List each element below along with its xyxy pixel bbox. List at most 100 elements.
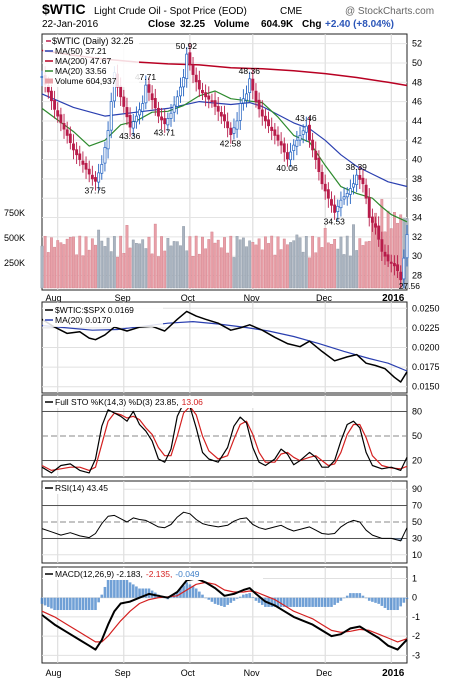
panel-4-frame [41, 566, 408, 664]
volume-bar [235, 236, 239, 289]
macd-histogram-bar [257, 597, 261, 603]
symbol: $WTIC [42, 1, 86, 17]
candle-body [326, 189, 330, 199]
candle-body [389, 261, 393, 264]
candle-body [386, 254, 390, 262]
macd-histogram-bar [59, 597, 63, 611]
panel-tick-label: 80 [412, 406, 422, 416]
volume-bar [257, 238, 261, 289]
macd-histogram-bar [213, 597, 217, 604]
candle-body [276, 134, 280, 141]
macd-histogram-bar [367, 597, 371, 601]
macd-histogram-bar [292, 597, 296, 607]
x-axis-label-top: Oct [181, 293, 196, 303]
price-annotation: 42.58 [220, 139, 242, 149]
candle-body [229, 127, 233, 136]
volume-bar [358, 238, 362, 289]
price-tick-label: 28 [412, 271, 422, 281]
candle-body [106, 130, 110, 150]
volume-bar [160, 236, 163, 289]
candle-body [163, 118, 167, 125]
panel-tick-label: 0.0250 [412, 303, 440, 313]
macd-histogram-bar [374, 597, 377, 603]
volume-bar [150, 253, 154, 289]
candle-body [396, 264, 400, 272]
panel-tick-label: 0 [412, 593, 417, 603]
candle-body [191, 64, 195, 75]
macd-histogram-bar [260, 597, 264, 605]
candle-body [49, 90, 53, 102]
quote-date: 22-Jan-2016 [42, 19, 99, 30]
macd-histogram-bar [50, 597, 53, 609]
candle-body [279, 141, 283, 146]
volume-bar [279, 249, 283, 289]
candle-body [56, 110, 60, 117]
candle-body [138, 109, 141, 116]
volume-bar [226, 252, 230, 289]
volume-bar [270, 235, 274, 289]
volume-bar [125, 225, 129, 289]
panel-tick-label: 0.0150 [412, 382, 440, 392]
volume-bar [248, 240, 252, 289]
macd-histogram-bar [345, 595, 349, 598]
candle-body [94, 177, 97, 182]
candle-body [59, 114, 63, 124]
volume-bar [50, 237, 53, 289]
candle-body [175, 96, 179, 107]
volume-bar [72, 236, 75, 289]
volume-bar [75, 254, 79, 289]
price-tick-label: 30 [412, 251, 422, 261]
candle-body [235, 120, 239, 130]
candle-body [122, 96, 126, 107]
macd-histogram-bar [361, 595, 365, 598]
candle-body [402, 257, 406, 280]
panel-tick-label: 0.0200 [412, 343, 440, 353]
candle-body [405, 234, 409, 259]
macd-histogram-bar [314, 597, 318, 607]
legend-entry: MA(20) 0.0170 [55, 315, 111, 325]
macd-legend-bg [43, 568, 263, 580]
macd-histogram-bar [371, 597, 374, 602]
candle-body [84, 163, 88, 170]
price-tick-label: 50 [412, 58, 422, 68]
macd-histogram-bar [78, 597, 82, 611]
macd-histogram-bar [62, 597, 66, 611]
macd-histogram-bar [141, 588, 144, 598]
panel-tick-label: 90 [412, 484, 422, 494]
volume-bar [53, 246, 56, 289]
candle-body [292, 144, 296, 151]
volume-bar [147, 236, 151, 289]
candle-body [150, 93, 154, 101]
candle-body [342, 196, 346, 200]
volume-bar [116, 256, 119, 289]
volume-bar [361, 245, 365, 289]
candle-body [188, 52, 192, 65]
volume-bar [308, 257, 311, 289]
macd-histogram-bar [358, 593, 362, 598]
volume-bar [59, 242, 63, 289]
macd-histogram-bar [223, 597, 226, 607]
price-tick-label: 34 [412, 213, 422, 223]
candle-body [304, 125, 308, 133]
macd-histogram-bar [116, 570, 119, 598]
panel-tick-label: 30 [412, 533, 422, 543]
candle-body [109, 101, 113, 131]
x-axis-label-bottom: 2016 [382, 668, 405, 679]
price-legend-bg [43, 35, 139, 87]
price-annotation: 48.36 [239, 66, 261, 76]
candle-body [370, 216, 374, 223]
candle-body [336, 205, 340, 212]
volume-bar [320, 247, 324, 289]
x-axis-label-bottom: Aug [45, 668, 61, 678]
candle-body [260, 109, 264, 117]
macd-histogram-bar [289, 597, 292, 607]
candle-body [156, 107, 160, 117]
volume-bar [213, 242, 217, 289]
macd-histogram-bar [405, 597, 409, 600]
price-annotation: 47.71 [135, 72, 157, 82]
volume-tick-label: 500K [4, 233, 25, 243]
macd-histogram-bar [91, 597, 94, 611]
x-axis-label-top: 2016 [382, 293, 405, 304]
candle-body [352, 183, 355, 188]
